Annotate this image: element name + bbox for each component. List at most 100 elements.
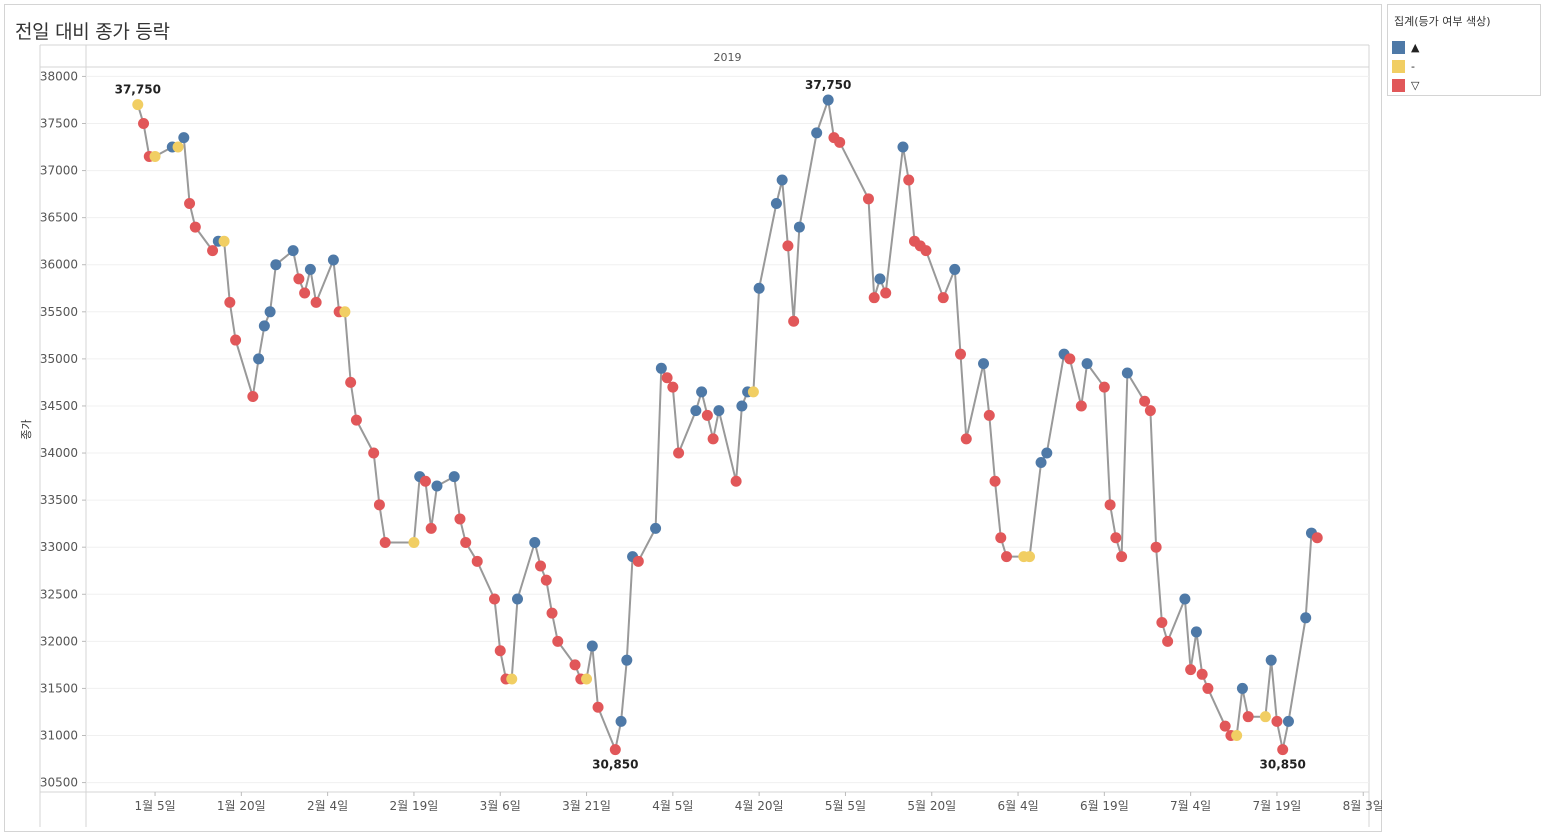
legend-item-up[interactable]: ▲ (1392, 39, 1419, 55)
data-point (512, 593, 524, 605)
legend-item-down[interactable]: ▽ (1392, 77, 1419, 93)
y-tick-label: 34000 (40, 446, 78, 460)
data-point (782, 240, 794, 252)
data-point (655, 362, 667, 374)
data-point (978, 358, 990, 370)
data-point (535, 560, 547, 572)
data-point (529, 536, 541, 548)
y-tick-label: 37500 (40, 116, 78, 130)
legend-label-flat: - (1411, 59, 1415, 73)
data-point (1035, 456, 1047, 468)
data-point (408, 536, 420, 548)
data-point (1024, 551, 1036, 563)
data-point (207, 245, 219, 257)
data-point (224, 296, 236, 308)
data-point (1162, 635, 1174, 647)
data-point (1110, 532, 1122, 544)
legend-swatch-down (1392, 78, 1405, 92)
data-point (189, 221, 201, 233)
data-point (178, 132, 190, 144)
y-tick-label: 33500 (40, 493, 78, 507)
data-point (880, 287, 892, 299)
x-tick-label: 1월 20일 (217, 799, 266, 813)
data-point (293, 273, 305, 285)
data-point (368, 447, 380, 459)
data-point (632, 555, 644, 567)
x-tick-label: 4월 5일 (652, 799, 693, 813)
data-point (960, 433, 972, 445)
data-point (1116, 551, 1128, 563)
y-tick-label: 32000 (40, 634, 78, 648)
data-point (327, 254, 339, 266)
x-tick-label: 3월 21일 (562, 799, 611, 813)
data-point (1150, 541, 1162, 553)
data-point (569, 659, 581, 671)
data-point (1156, 617, 1168, 629)
data-point (1139, 395, 1151, 407)
annotation-label: 30,850 (592, 758, 638, 772)
data-point (776, 174, 788, 186)
data-point (454, 513, 466, 525)
data-point (995, 532, 1007, 544)
data-point (903, 174, 915, 186)
data-point (373, 499, 385, 511)
legend-item-flat[interactable]: - (1392, 58, 1415, 74)
data-point (1001, 551, 1013, 563)
data-point (1144, 405, 1156, 417)
data-point (138, 117, 150, 129)
data-point (488, 593, 500, 605)
x-tick-label: 5월 20일 (907, 799, 956, 813)
data-point (1219, 720, 1231, 732)
data-point (1231, 730, 1243, 742)
data-point (770, 198, 782, 210)
data-point (989, 475, 1001, 487)
data-point (546, 607, 558, 619)
data-point (667, 381, 679, 393)
data-point (701, 409, 713, 421)
data-point (793, 221, 805, 233)
data-point (753, 282, 765, 294)
data-point (1202, 682, 1214, 694)
y-tick-label: 31500 (40, 681, 78, 695)
data-point (1081, 358, 1093, 370)
data-point (1075, 400, 1087, 412)
x-tick-label: 3월 6일 (480, 799, 521, 813)
y-tick-label: 35500 (40, 305, 78, 319)
data-point (621, 654, 633, 666)
data-point (1190, 626, 1202, 638)
data-point (1104, 499, 1116, 511)
x-tick-label: 6월 19일 (1080, 799, 1129, 813)
annotation-label: 30,850 (1260, 758, 1306, 772)
data-point (1041, 447, 1053, 459)
data-point (1277, 744, 1289, 756)
data-point (650, 522, 662, 534)
y-tick-label: 36000 (40, 258, 78, 272)
y-tick-label: 32500 (40, 587, 78, 601)
data-point (730, 475, 742, 487)
data-point (1098, 381, 1110, 393)
data-point (707, 433, 719, 445)
data-point (788, 315, 800, 327)
data-point (247, 391, 259, 403)
x-tick-label: 8월 3일 (1343, 799, 1382, 813)
data-point (822, 94, 834, 106)
legend-label-up: ▲ (1411, 40, 1420, 54)
price-chart: 2019 30500 31000 31500 32000 32500 33000 33500 3… (20, 44, 1382, 827)
x-tick-label: 2월 19일 (390, 799, 439, 813)
data-point (1196, 668, 1208, 680)
data-point (1265, 654, 1277, 666)
data-point (149, 150, 161, 162)
data-point (868, 292, 880, 304)
data-point (949, 263, 961, 275)
data-point (1242, 711, 1254, 723)
data-point (897, 141, 909, 153)
data-point (310, 296, 322, 308)
data-point (811, 127, 823, 139)
data-point (937, 292, 949, 304)
data-point (1271, 715, 1283, 727)
y-tick-label: 31000 (40, 729, 78, 743)
x-tick-label: 1월 5일 (134, 799, 175, 813)
y-axis-title: 종가 (20, 419, 33, 439)
data-point (581, 673, 593, 685)
data-point (264, 306, 276, 318)
